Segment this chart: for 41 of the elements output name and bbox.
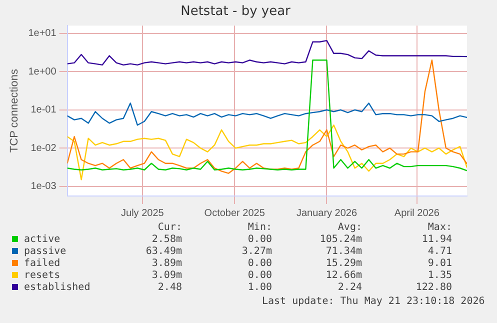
y-axis-title: TCP connections bbox=[8, 68, 21, 153]
text: Last update: Thu May 21 23:10:18 2026 bbox=[262, 296, 485, 307]
legend-label: resets bbox=[23, 270, 62, 282]
text: 15.29m bbox=[324, 258, 362, 270]
x-tick-label: October 2025 bbox=[204, 208, 266, 219]
y-tick-label: 1e-02 bbox=[30, 142, 57, 154]
text: 2.24 bbox=[336, 282, 362, 294]
chart-title: Netstat - by year bbox=[180, 4, 292, 20]
x-tick-label: July 2025 bbox=[121, 208, 164, 219]
y-tick-label: 1e+01 bbox=[28, 28, 57, 40]
text: 105.24m bbox=[318, 234, 362, 246]
text: 1.00 bbox=[246, 282, 272, 294]
text: 0.00 bbox=[246, 258, 272, 270]
text: 9.01 bbox=[426, 258, 452, 270]
legend-label: active bbox=[23, 234, 62, 246]
text: 2.58m bbox=[150, 234, 182, 246]
text: 3.09m bbox=[150, 270, 182, 282]
y-tick-label: 1e-03 bbox=[30, 181, 57, 192]
text: 3.27m bbox=[240, 246, 272, 258]
text: Min: bbox=[246, 222, 272, 234]
text: Max: bbox=[426, 222, 452, 234]
text: 4.71 bbox=[426, 246, 452, 258]
text: 1.35 bbox=[426, 270, 452, 282]
y-tick-label: 1e-01 bbox=[30, 104, 57, 116]
legend-label: passive bbox=[23, 246, 68, 258]
x-tick-label: January 2026 bbox=[296, 208, 358, 219]
text: 2.48 bbox=[156, 282, 182, 294]
x-tick-label: April 2026 bbox=[394, 208, 440, 219]
text: 3.89m bbox=[150, 258, 182, 270]
y-tick-label: 1e+00 bbox=[28, 66, 57, 78]
text: 11.94 bbox=[420, 234, 452, 246]
text: 0.00 bbox=[246, 270, 272, 282]
legend-label: established bbox=[23, 282, 92, 294]
text: 12.66m bbox=[324, 270, 362, 282]
text: 122.80 bbox=[414, 282, 452, 294]
text: Avg: bbox=[336, 222, 362, 234]
text: 0.00 bbox=[246, 234, 272, 246]
text: Cur: bbox=[156, 222, 182, 234]
legend-label: failed bbox=[23, 258, 62, 270]
text: 71.34m bbox=[324, 246, 362, 258]
text: 63.49m bbox=[144, 246, 182, 258]
